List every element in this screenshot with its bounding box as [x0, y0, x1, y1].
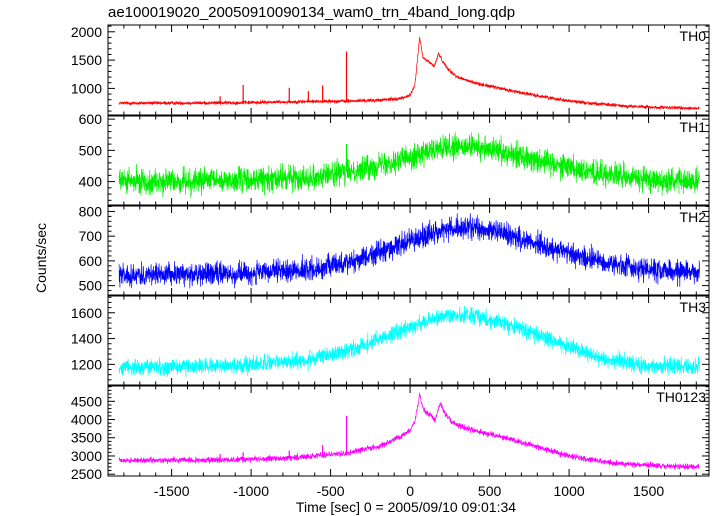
- y-tick-label-th1: 500: [79, 142, 103, 158]
- panel-th1: TH1 400 500 600: [79, 111, 710, 206]
- y-tick-label-th2: 600: [79, 253, 103, 269]
- y-tick-label-th0123: 4000: [71, 412, 102, 428]
- y-tick-label-th0: 1000: [71, 80, 102, 96]
- x-tick-label: 500: [478, 483, 502, 499]
- panel-label-th0: TH0: [680, 28, 707, 44]
- y-tick-label-th1: 600: [79, 111, 103, 127]
- panel-frame-th0: [107, 24, 710, 116]
- x-tick-label: 1500: [633, 483, 664, 499]
- panel-label-th1: TH1: [680, 119, 707, 135]
- series-line-th2: [118, 213, 700, 289]
- panel-frame-th3: [107, 295, 710, 386]
- panel-label-th2: TH2: [680, 209, 707, 225]
- y-tick-label-th0123: 3000: [71, 448, 102, 464]
- y-tick-label-th0123: 4500: [71, 393, 102, 409]
- x-tick-label: -1500: [154, 483, 190, 499]
- y-tick-label-th2: 500: [79, 278, 103, 294]
- y-tick-label-th3: 1200: [71, 356, 102, 372]
- y-tick-label-th1: 400: [79, 174, 103, 190]
- y-tick-label-th2: 800: [79, 203, 103, 219]
- x-tick-label: 1000: [554, 483, 585, 499]
- series-line-th3: [118, 305, 700, 378]
- panel-label-th3: TH3: [680, 299, 707, 315]
- panel-th0123: TH0123 2500 3000 3500 4000 4500: [71, 385, 710, 482]
- x-tick-label: 0: [406, 483, 414, 499]
- series-line-th1: [118, 132, 700, 199]
- panel-th2: TH2 500 600 700 800: [79, 203, 710, 296]
- y-tick-label-th0: 2000: [71, 24, 102, 40]
- series-line-th0123: [118, 392, 700, 470]
- y-tick-label-th0: 1500: [71, 52, 102, 68]
- y-tick-label-th2: 700: [79, 228, 103, 244]
- y-axis-label: Counts/sec: [33, 223, 49, 293]
- panel-th0: TH0 1000 1500 2000: [71, 24, 710, 116]
- panel-label-th0123: TH0123: [656, 389, 706, 405]
- y-tick-label-th0123: 3500: [71, 430, 102, 446]
- panel-frame-th0123: [107, 385, 710, 477]
- series-line-th0: [118, 36, 700, 111]
- panels-group: TH0 1000 1500 2000 TH1 400 500 600 TH2 500 600 700 8…: [71, 24, 710, 499]
- y-tick-label-th0123: 2500: [71, 466, 102, 482]
- y-tick-label-th3: 1600: [71, 305, 102, 321]
- panel-frame-th1: [107, 115, 710, 206]
- chart-title: ae100019020_20050910090134_wam0_trn_4ban…: [108, 4, 515, 21]
- x-tick-label: -1000: [233, 483, 269, 499]
- y-tick-label-th3: 1400: [71, 331, 102, 347]
- x-tick-label: -500: [317, 483, 345, 499]
- x-axis-label: Time [sec] 0 = 2005/09/10 09:01:34: [296, 499, 516, 515]
- panel-frame-th2: [107, 205, 710, 296]
- panel-th3: TH3 1200 1400 1600: [71, 295, 710, 386]
